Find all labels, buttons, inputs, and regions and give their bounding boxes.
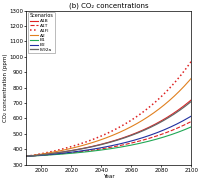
X-axis label: Year: Year [102,174,114,179]
Legend: A1B, A1T, A1FI, A2, B1, B2, IS92a: A1B, A1T, A1FI, A2, B1, B2, IS92a [28,12,54,54]
Y-axis label: CO₂ concentration (ppm): CO₂ concentration (ppm) [3,53,8,122]
Title: (b) CO₂ concentrations: (b) CO₂ concentrations [69,3,148,9]
